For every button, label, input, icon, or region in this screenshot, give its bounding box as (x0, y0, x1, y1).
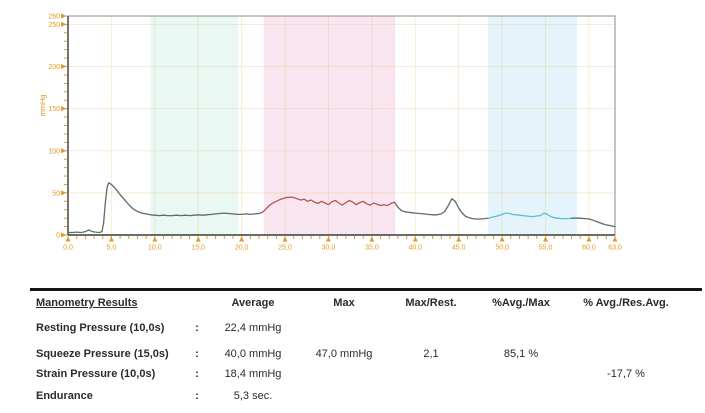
x-tick-label: 5,0 (107, 245, 117, 252)
x-major-tick (586, 236, 592, 242)
table-row-squeeze-pressure: Squeeze Pressure (15,0s) : 40,0 mmHg 47,… (30, 348, 702, 364)
resting-phase-band (150, 16, 239, 235)
y-tick-label: 250 (48, 22, 60, 29)
pressure-trace-segment (570, 217, 616, 228)
pressure-trace-segment (67, 182, 264, 234)
value-max: 47,0 mmHg (315, 348, 373, 360)
x-tick-label: 50,0 (495, 245, 509, 252)
y-tick-label: 50 (52, 190, 60, 197)
squeeze-phase-band (263, 16, 396, 235)
strain-phase-band (488, 16, 577, 235)
x-major-tick (612, 236, 618, 242)
x-major-tick (543, 236, 549, 242)
row-colon: : (195, 322, 199, 334)
x-major-tick (456, 236, 462, 242)
manometry-results-table: Manometry Results Average Max Max/Rest. … (30, 288, 702, 411)
column-header-max-rest: Max/Rest. (405, 297, 457, 309)
table-header-row: Manometry Results Average Max Max/Rest. … (30, 297, 702, 313)
y-axis-title: mmHg (38, 94, 47, 116)
y-tick-label: 200 (48, 64, 60, 71)
x-tick-label: 0,0 (63, 245, 73, 252)
x-tick-label: 55,0 (539, 245, 553, 252)
x-tick-label: 60,0 (582, 245, 596, 252)
column-header-average: Average (231, 297, 275, 309)
value-avg-resavg: -17,7 % (607, 368, 645, 380)
x-tick-label: 45,0 (452, 245, 466, 252)
x-major-tick (65, 236, 71, 242)
pressure-trace-segment (393, 198, 489, 220)
table-row-resting-pressure: Resting Pressure (10,0s) : 22,4 mmHg (30, 322, 702, 338)
column-header-max: Max (333, 297, 355, 309)
y-tick-label: 260 (48, 14, 60, 21)
x-tick-label: 35,0 (365, 245, 379, 252)
x-tick-label: 30,0 (322, 245, 336, 252)
column-header-avg-max: %Avg./Max (492, 297, 550, 309)
y-major-tick (61, 106, 67, 112)
pressure-trace-svg: 0,0 5,0 10,0 15,0 20,0 25,0 30,0 35,0 40,0 45,0 50… (38, 13, 622, 252)
x-tick-label: 15,0 (191, 245, 205, 252)
row-colon: : (195, 390, 199, 402)
value-max-rest: 2,1 (423, 348, 439, 360)
y-major-tick (61, 148, 67, 154)
table-row-endurance: Endurance : 5,3 sec. (30, 390, 702, 406)
x-major-tick (412, 236, 418, 242)
x-major-tick (195, 236, 201, 242)
x-major-tick (108, 236, 114, 242)
value-average: 40,0 mmHg (224, 348, 282, 360)
row-colon: : (195, 368, 199, 380)
y-tick-label: 100 (48, 148, 60, 155)
x-major-tick (152, 236, 158, 242)
row-label: Strain Pressure (10,0s) (36, 368, 156, 380)
y-major-tick (61, 64, 67, 70)
x-major-tick (282, 236, 288, 242)
y-major-tick (61, 232, 67, 238)
table-row-strain-pressure: Strain Pressure (10,0s) : 18,4 mmHg -17,… (30, 368, 702, 384)
value-avg-max: 85,1 % (503, 348, 539, 360)
value-average: 22,4 mmHg (224, 322, 282, 334)
x-tick-label: 10,0 (148, 245, 162, 252)
pressure-trace-segment (487, 212, 573, 220)
x-tick-label: 63,0 (608, 245, 622, 252)
y-major-tick (61, 21, 67, 27)
x-major-tick (499, 236, 505, 242)
y-tick-label: 150 (48, 106, 60, 113)
x-tick-label: 25,0 (278, 245, 292, 252)
x-tick-label: 20,0 (235, 245, 249, 252)
table-title: Manometry Results (36, 297, 138, 309)
column-header-avg-resavg: % Avg./Res.Avg. (583, 297, 669, 309)
row-colon: : (195, 348, 199, 360)
value-average: 5,3 sec. (233, 390, 273, 402)
y-major-tick (61, 190, 67, 196)
row-label: Endurance (36, 390, 93, 402)
manometry-pressure-chart: 0,0 5,0 10,0 15,0 20,0 25,0 30,0 35,0 40,0 45,0 50… (38, 13, 622, 252)
x-major-tick (325, 236, 331, 242)
x-major-tick (239, 236, 245, 242)
row-label: Squeeze Pressure (15,0s) (36, 348, 169, 360)
value-average: 18,4 mmHg (224, 368, 282, 380)
x-tick-label: 40,0 (408, 245, 422, 252)
x-major-tick (369, 236, 375, 242)
row-label: Resting Pressure (10,0s) (36, 322, 165, 334)
pressure-trace-segment (261, 196, 396, 213)
y-tick-label: 0 (56, 233, 60, 240)
y-major-tick (61, 13, 67, 19)
